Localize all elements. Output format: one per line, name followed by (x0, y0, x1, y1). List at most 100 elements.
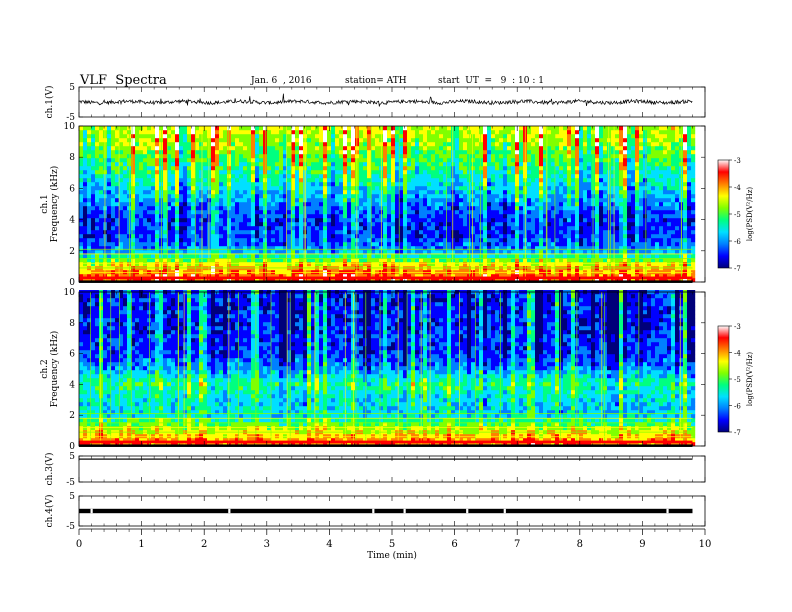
ch1-spectrogram-cell (531, 218, 536, 223)
ch1-spectrogram-cell (387, 194, 392, 199)
ch1-spectrogram-cell (283, 126, 288, 131)
ch1-spectrogram-cell (243, 274, 248, 279)
ch1-spectrogram-cell (147, 230, 152, 235)
ch1-spectrogram-cell (423, 242, 428, 247)
ch1-spectrogram-cell (191, 134, 196, 139)
ch1-spectrogram-cell (215, 198, 220, 203)
ch1-spectrogram-cell (263, 190, 268, 195)
ch1-spectrogram-cell (519, 218, 524, 223)
ch1-spectrogram-cell (519, 198, 524, 203)
ch1-spectrogram-cell (83, 246, 88, 251)
ch1-spectrogram-cell (487, 166, 492, 171)
ch1-spectrogram-cell (107, 222, 112, 227)
ch1-spectrogram-cell (131, 206, 136, 211)
ch1-spectrogram-cell (147, 258, 152, 263)
ch1-spectrogram-cell (107, 242, 112, 247)
ch1-spectrogram-cell (287, 162, 292, 167)
ch1-spectrogram-cell (563, 230, 568, 235)
ch1-spectrogram-cell (427, 250, 432, 255)
ch1-spectrogram-cell (571, 170, 576, 175)
ch1-spectrogram-cell (271, 170, 276, 175)
ch1-spectrogram-cell (499, 246, 504, 251)
ch1-spectrogram-cell (155, 202, 160, 207)
ch1-spectrogram-cell (455, 246, 460, 251)
ch1-spectrogram-cell (575, 254, 580, 259)
ch1-spectrogram-cell (371, 278, 376, 283)
ch1-spectrogram-cell (223, 178, 228, 183)
ch1-spectrogram-cell (83, 198, 88, 203)
ch1-spectrogram-cell (283, 214, 288, 219)
ch1-spectrogram-cell (83, 130, 88, 135)
ch1-spectrogram-cell (383, 238, 388, 243)
ch1-spectrogram-cell (319, 254, 324, 259)
ch1-spectrogram-cell (351, 178, 356, 183)
ch1-spectrogram-cell (331, 198, 336, 203)
ch1-spectrogram-cell (91, 154, 96, 159)
ch1-spectrogram-cell (187, 146, 192, 151)
ch1-spectrogram-cell (319, 186, 324, 191)
ch1-spectrogram-cell (263, 134, 268, 139)
ch1-spectrogram-cell (511, 226, 516, 231)
ch1-spectrogram-cell (187, 170, 192, 175)
ch1-spectrogram-cell (359, 254, 364, 259)
ch1-spectrogram-cell (531, 150, 536, 155)
ch1-spectrogram-cell (371, 262, 376, 267)
ch1-spectrogram-cell (503, 214, 508, 219)
ch1-spectrogram-cell (343, 246, 348, 251)
ch1-spectrogram-cell (491, 174, 496, 179)
ch1-spectrogram-cell (231, 242, 236, 247)
ch1-spectrogram-cell (291, 242, 296, 247)
ch1-spectrogram-cell (559, 174, 564, 179)
ch1-spectrogram-cell (363, 150, 368, 155)
ch1-spectrogram-cell (327, 206, 332, 211)
ch1-spectrogram-cell (511, 230, 516, 235)
ch1-spectrogram-cell (91, 130, 96, 135)
ch1-spectrogram-cell (511, 274, 516, 279)
ch1-spectrogram-cell (511, 270, 516, 275)
ch1-spectrogram-cell (295, 142, 300, 147)
ch1-spectrogram-cell (479, 162, 484, 167)
ch1-spectrogram-cell (503, 246, 508, 251)
ch1-spectrogram-cell (331, 178, 336, 183)
ch1-spectrogram-cell (423, 250, 428, 255)
ch1-spectrogram-cell (539, 134, 544, 139)
ch1-spectrogram-cell (119, 262, 124, 267)
ch1-spectrogram-cell (99, 190, 104, 195)
ch1-spectrogram-cell (199, 174, 204, 179)
ch1-spectrogram-cell (495, 178, 500, 183)
ch1-spectrogram-cell (295, 258, 300, 263)
ch1-spectrogram-cell (179, 126, 184, 131)
ch1-spectrogram-cell (163, 202, 168, 207)
ch1-spectrogram-cell (311, 222, 316, 227)
ch1-spectrogram-cell (111, 186, 116, 191)
ch1-spectrogram-cell (287, 142, 292, 147)
ch1-spectrogram-cell (327, 186, 332, 191)
ch1-spectrogram-cell (543, 130, 548, 135)
ch1-spectrogram-cell (575, 174, 580, 179)
ch1-spectrogram-cell (231, 154, 236, 159)
ch1-spectrogram-cell (335, 142, 340, 147)
ch1-spectrogram-cell (563, 154, 568, 159)
ch1-spectrogram-cell (131, 170, 136, 175)
ch1-spectrogram-cell (551, 126, 556, 131)
ch1-spectrogram-cell (319, 154, 324, 159)
ch1-spectrogram-cell (443, 278, 448, 283)
ch1-spectrogram-cell (559, 250, 564, 255)
ch1-spectrogram-cell (391, 238, 396, 243)
ch1-spectrogram-cell (395, 182, 400, 187)
ch1-spectrogram-cell (119, 166, 124, 171)
ch1-spectrogram-cell (163, 274, 168, 279)
ch1-spectrogram-cell (287, 138, 292, 143)
ch1-spectrogram-cell (227, 194, 232, 199)
ch1-spectrogram-cell (323, 182, 328, 187)
ch1-spectrogram-cell (199, 202, 204, 207)
ch1-spectrogram-cell (231, 246, 236, 251)
ch1-spectrogram-cell (235, 182, 240, 187)
ch1-spectrogram-cell (191, 154, 196, 159)
ch1-spectrogram-cell (239, 214, 244, 219)
ch1-spectrogram-cell (527, 274, 532, 279)
ch1-spectrogram-cell (143, 278, 148, 283)
ch1-spectrogram-cell (427, 258, 432, 263)
ch1-spectrogram-cell (519, 150, 524, 155)
ch1-spectrogram-cell (163, 130, 168, 135)
